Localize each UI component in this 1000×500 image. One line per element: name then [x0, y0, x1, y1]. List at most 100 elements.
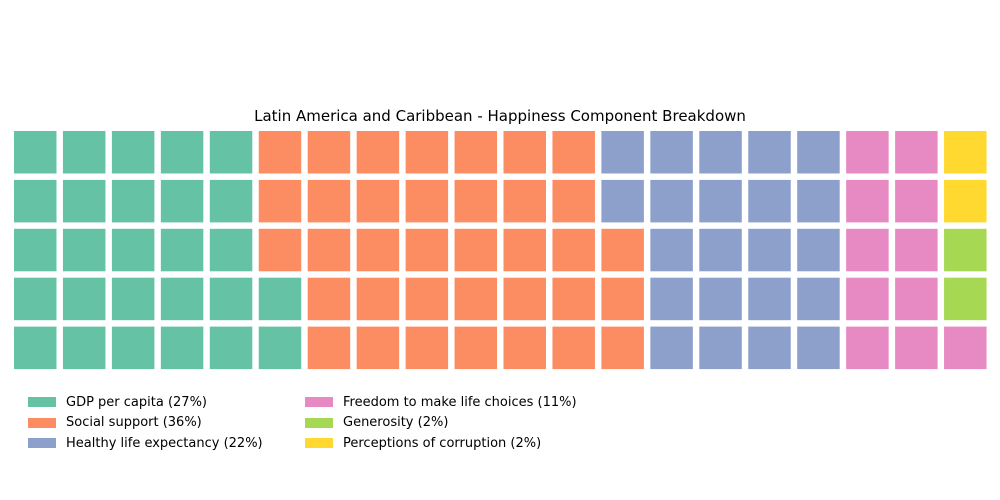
legend-column-2: Freedom to make life choices (11%) Gener… [305, 392, 605, 454]
waffle-cell [307, 131, 351, 174]
waffle-cell [307, 326, 351, 370]
legend-label-social: Social support (36%) [66, 415, 202, 431]
waffle-cell [748, 326, 791, 370]
waffle-cell [748, 277, 791, 321]
waffle-cell [797, 228, 840, 272]
waffle-cell [14, 179, 57, 223]
waffle-grid [14, 131, 987, 370]
waffle-cell [454, 326, 498, 370]
legend-label-corruption: Perceptions of corruption (2%) [343, 435, 542, 451]
waffle-cell [356, 326, 400, 370]
legend-label-freedom: Freedom to make life choices (11%) [343, 394, 577, 410]
waffle-cell [846, 277, 889, 321]
waffle-cell [552, 131, 595, 174]
waffle-cell [209, 131, 253, 174]
waffle-cell [209, 228, 253, 272]
waffle-cell [258, 179, 302, 223]
waffle-cell [797, 131, 840, 174]
waffle-cell [650, 131, 693, 174]
waffle-cell [846, 179, 889, 223]
waffle-cell [209, 179, 253, 223]
waffle-cell [307, 179, 351, 223]
waffle-cell [62, 326, 106, 370]
waffle-cell [503, 277, 546, 321]
waffle-cell [454, 228, 498, 272]
legend-swatch-gdp [28, 397, 56, 408]
waffle-cell [62, 179, 106, 223]
waffle-cell [748, 228, 791, 272]
waffle-cell [846, 228, 889, 272]
legend-item-gdp: GDP per capita (27%) [28, 392, 328, 413]
legend-label-gdp: GDP per capita (27%) [66, 394, 207, 410]
waffle-cell [307, 228, 351, 272]
waffle-cell [699, 326, 742, 370]
waffle-cell [699, 131, 742, 174]
legend-label-health: Healthy life expectancy (22%) [66, 435, 263, 451]
legend-swatch-generosity [305, 417, 333, 428]
waffle-cell [552, 277, 595, 321]
waffle-cell [356, 179, 400, 223]
waffle-cell [601, 131, 644, 174]
waffle-cell [895, 131, 938, 174]
chart-title: Latin America and Caribbean - Happiness … [254, 107, 746, 125]
waffle-cell [160, 179, 204, 223]
waffle-cell [797, 277, 840, 321]
legend-item-health: Healthy life expectancy (22%) [28, 433, 328, 454]
waffle-cell [209, 277, 253, 321]
waffle-cell [552, 326, 595, 370]
waffle-cell [258, 277, 302, 321]
waffle-cell [748, 131, 791, 174]
legend-swatch-social [28, 417, 56, 428]
waffle-cell [454, 179, 498, 223]
waffle-cell [552, 179, 595, 223]
waffle-cell [748, 179, 791, 223]
waffle-cell [503, 179, 546, 223]
waffle-cell [62, 228, 106, 272]
waffle-cell [650, 326, 693, 370]
waffle-cell [258, 326, 302, 370]
waffle-cell [405, 179, 449, 223]
waffle-cell [14, 131, 57, 174]
waffle-cell [944, 131, 987, 174]
legend-swatch-corruption [305, 438, 333, 449]
waffle-cell [111, 179, 155, 223]
waffle-cell [699, 179, 742, 223]
waffle-cell [895, 326, 938, 370]
waffle-cell [258, 228, 302, 272]
waffle-cell [601, 326, 644, 370]
waffle-cell [503, 131, 546, 174]
waffle-cell [405, 326, 449, 370]
legend-swatch-freedom [305, 397, 333, 408]
waffle-cell [944, 326, 987, 370]
waffle-cell [601, 179, 644, 223]
waffle-cell [62, 131, 106, 174]
waffle-cell [454, 277, 498, 321]
waffle-cell [895, 277, 938, 321]
waffle-cell [307, 277, 351, 321]
waffle-cell [62, 277, 106, 321]
waffle-cell [356, 228, 400, 272]
waffle-cell [944, 277, 987, 321]
waffle-cell [160, 277, 204, 321]
waffle-cell [601, 228, 644, 272]
waffle-cell [160, 228, 204, 272]
waffle-cell [601, 277, 644, 321]
legend-column-1: GDP per capita (27%) Social support (36%… [28, 392, 328, 454]
waffle-cell [405, 131, 449, 174]
legend-item-corruption: Perceptions of corruption (2%) [305, 433, 605, 454]
waffle-cell [356, 131, 400, 174]
waffle-cell [356, 277, 400, 321]
waffle-cell [699, 277, 742, 321]
waffle-cell [160, 326, 204, 370]
waffle-cell [14, 228, 57, 272]
waffle-cell [699, 228, 742, 272]
waffle-cell [797, 179, 840, 223]
waffle-cell [650, 228, 693, 272]
legend-item-freedom: Freedom to make life choices (11%) [305, 392, 605, 413]
waffle-cell [209, 326, 253, 370]
waffle-cell [14, 277, 57, 321]
waffle-cell [552, 228, 595, 272]
waffle-cell [650, 179, 693, 223]
waffle-cell [895, 179, 938, 223]
legend-label-generosity: Generosity (2%) [343, 415, 449, 431]
